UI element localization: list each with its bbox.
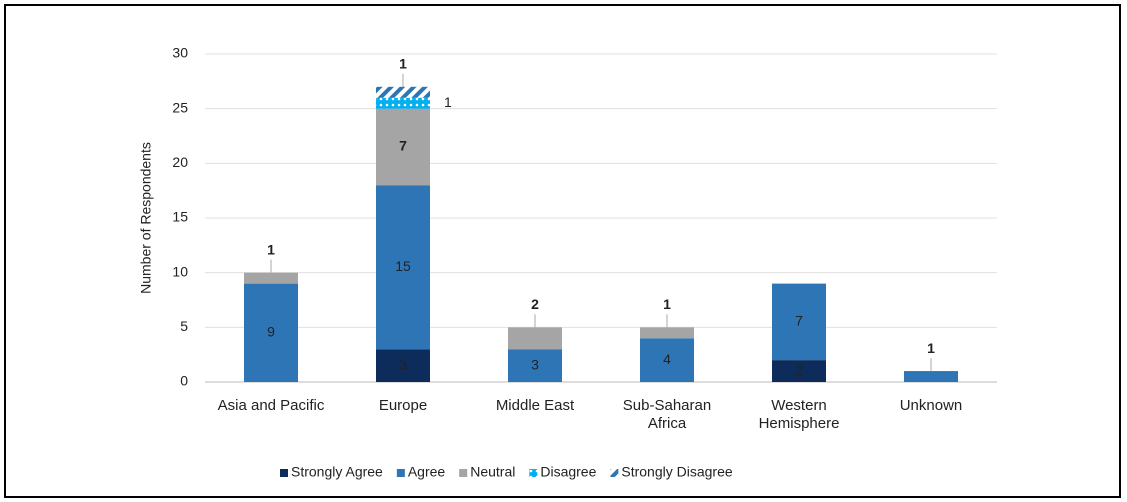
bar-segment	[376, 86, 430, 98]
legend-swatch	[529, 469, 538, 477]
bar-segment	[772, 360, 826, 382]
y-tick-label: 5	[180, 318, 188, 334]
legend-swatch	[280, 469, 288, 477]
legend-label: Strongly Disagree	[621, 464, 732, 480]
data-label: 15	[395, 258, 411, 274]
y-axis-label: Number of Respondents	[138, 142, 154, 294]
legend-swatch	[459, 469, 468, 477]
bar-segment	[640, 327, 694, 339]
x-tick-label: Middle East	[495, 397, 575, 414]
data-label: 7	[795, 313, 803, 329]
frame	[4, 4, 1121, 498]
y-tick-label: 25	[172, 99, 188, 115]
x-tick-label: Sub-Saharan Africa	[622, 397, 712, 432]
legend-label: Agree	[408, 464, 446, 480]
bar-segment	[904, 371, 958, 382]
data-label: 2	[795, 362, 803, 378]
data-label: 1	[927, 340, 935, 356]
legend-swatch	[396, 469, 405, 477]
x-tick-label: Europe	[378, 397, 428, 414]
data-label: 3	[399, 356, 407, 372]
y-tick-label: 15	[172, 209, 188, 225]
data-label: 3	[531, 356, 539, 372]
bar-segment	[376, 185, 430, 350]
y-tick-label: 10	[172, 263, 188, 279]
x-tick-label: Western Hemisphere	[758, 397, 840, 432]
legend-label: Strongly Agree	[291, 464, 383, 480]
bar-segment	[376, 97, 430, 109]
y-tick-label: 20	[172, 154, 188, 170]
y-tick-label: 30	[172, 45, 188, 61]
data-label: 2	[531, 296, 539, 312]
x-tick-label: Asia and Pacific	[217, 397, 325, 414]
data-label: 1	[267, 241, 275, 257]
data-label: 4	[663, 351, 671, 367]
bar-segment	[244, 283, 298, 382]
x-tick-label: Unknown	[899, 397, 963, 414]
data-label: 9	[267, 324, 275, 340]
data-label: 7	[399, 138, 407, 154]
bar-segment	[508, 327, 562, 350]
bar-segment	[640, 338, 694, 382]
legend-label: Disagree	[540, 464, 596, 480]
bar-segment	[244, 272, 298, 284]
bar-segment	[772, 283, 826, 361]
bar-segment	[508, 349, 562, 382]
data-label: 1	[399, 56, 407, 72]
bar-segment	[376, 349, 430, 382]
legend-label: Neutral	[470, 464, 515, 480]
bar-segment	[376, 108, 430, 186]
y-tick-label: 0	[180, 373, 188, 389]
data-label: 1	[444, 94, 452, 110]
legend-swatch	[610, 469, 619, 477]
data-label: 1	[663, 296, 671, 312]
